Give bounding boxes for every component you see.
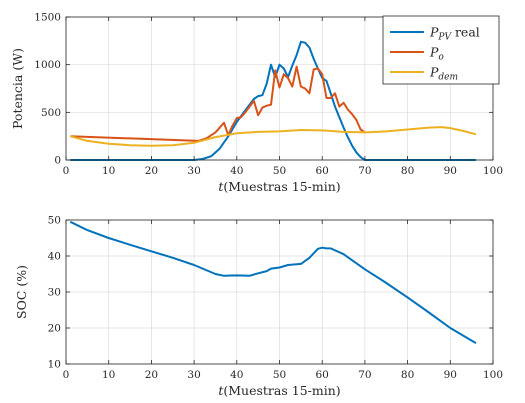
x-tick-label: 90 bbox=[444, 369, 457, 381]
y-tick-label: 40 bbox=[48, 251, 61, 263]
y-tick-label: 30 bbox=[48, 287, 61, 299]
x-tick-label: 80 bbox=[401, 369, 414, 381]
legend-label-main: P bbox=[429, 45, 439, 60]
soc-chart-series bbox=[69, 220, 477, 344]
soc-chart-grid bbox=[65, 219, 494, 365]
legend-label-sub: o bbox=[438, 53, 444, 63]
x-tick-label: 80 bbox=[401, 165, 414, 177]
y-tick-label: 10 bbox=[48, 359, 61, 371]
y-tick-label: 20 bbox=[48, 323, 61, 335]
x-tick-label: 20 bbox=[145, 369, 158, 381]
power-chart-x-label-text: (Muestras 15-min) bbox=[223, 179, 340, 194]
x-tick-label: 70 bbox=[358, 369, 371, 381]
soc-chart-x-axis-label: t(Muestras 15-min) bbox=[218, 383, 340, 398]
soc-chart-y-axis-label: SOC (%) bbox=[14, 265, 29, 319]
x-tick-label: 30 bbox=[187, 369, 200, 381]
y-tick-label: 1000 bbox=[34, 59, 61, 71]
x-tick-label: 30 bbox=[187, 165, 200, 177]
series-line-0 bbox=[69, 220, 477, 344]
x-tick-label: 20 bbox=[145, 165, 158, 177]
x-tick-label: 10 bbox=[102, 165, 115, 177]
x-tick-label: 90 bbox=[444, 165, 457, 177]
legend-label-0: PPV real bbox=[429, 25, 480, 43]
x-tick-label: 50 bbox=[273, 165, 286, 177]
series-line-1 bbox=[70, 65, 366, 142]
series-line-0 bbox=[70, 40, 476, 161]
x-tick-label: 50 bbox=[273, 369, 286, 381]
soc-chart-x-ticks: 0 10 20 30 40 50 60 70 80 90 100 bbox=[63, 220, 503, 381]
power-chart-y-axis-label: Potencia (W) bbox=[10, 48, 25, 129]
legend-label-main: P bbox=[429, 25, 439, 40]
soc-chart-x-label-text: (Muestras 15-min) bbox=[223, 383, 340, 398]
legend-label-2: Pdem bbox=[429, 65, 458, 83]
power-chart-series bbox=[70, 40, 477, 161]
x-tick-label: 60 bbox=[316, 369, 329, 381]
x-tick-label: 10 bbox=[102, 369, 115, 381]
power-chart-x-axis-label: t(Muestras 15-min) bbox=[218, 179, 340, 194]
legend-label-sub: PV bbox=[437, 33, 452, 43]
x-tick-label: 0 bbox=[63, 165, 70, 177]
power-chart: 0 10 20 30 40 50 60 70 80 90 100 0 500 1000 1500 t(Mu… bbox=[10, 12, 503, 195]
x-tick-label: 100 bbox=[483, 369, 503, 381]
x-tick-label: 40 bbox=[230, 165, 243, 177]
power-chart-x-ticks: 0 10 20 30 40 50 60 70 80 90 100 bbox=[63, 17, 503, 177]
x-tick-label: 40 bbox=[230, 369, 243, 381]
legend-label-1: Po bbox=[429, 45, 444, 63]
x-tick-label: 0 bbox=[63, 369, 70, 381]
y-tick-label: 500 bbox=[41, 107, 61, 119]
legend-label-main: P bbox=[429, 65, 439, 80]
soc-chart-y-ticks: 10 20 30 40 50 bbox=[48, 215, 493, 371]
x-tick-label: 60 bbox=[316, 165, 329, 177]
soc-chart-x-label-var: t bbox=[218, 383, 224, 398]
y-tick-label: 50 bbox=[48, 215, 61, 227]
legend-label-suffix: real bbox=[451, 25, 480, 40]
x-tick-label: 70 bbox=[358, 165, 371, 177]
power-chart-x-label-var: t bbox=[218, 179, 224, 194]
legend-label-sub: dem bbox=[438, 73, 458, 83]
series-line-2 bbox=[70, 126, 477, 147]
power-chart-y-ticks: 0 500 1000 1500 bbox=[34, 12, 493, 167]
y-tick-label: 1500 bbox=[34, 12, 61, 24]
y-tick-label: 0 bbox=[54, 155, 61, 167]
x-tick-label: 100 bbox=[483, 165, 503, 177]
